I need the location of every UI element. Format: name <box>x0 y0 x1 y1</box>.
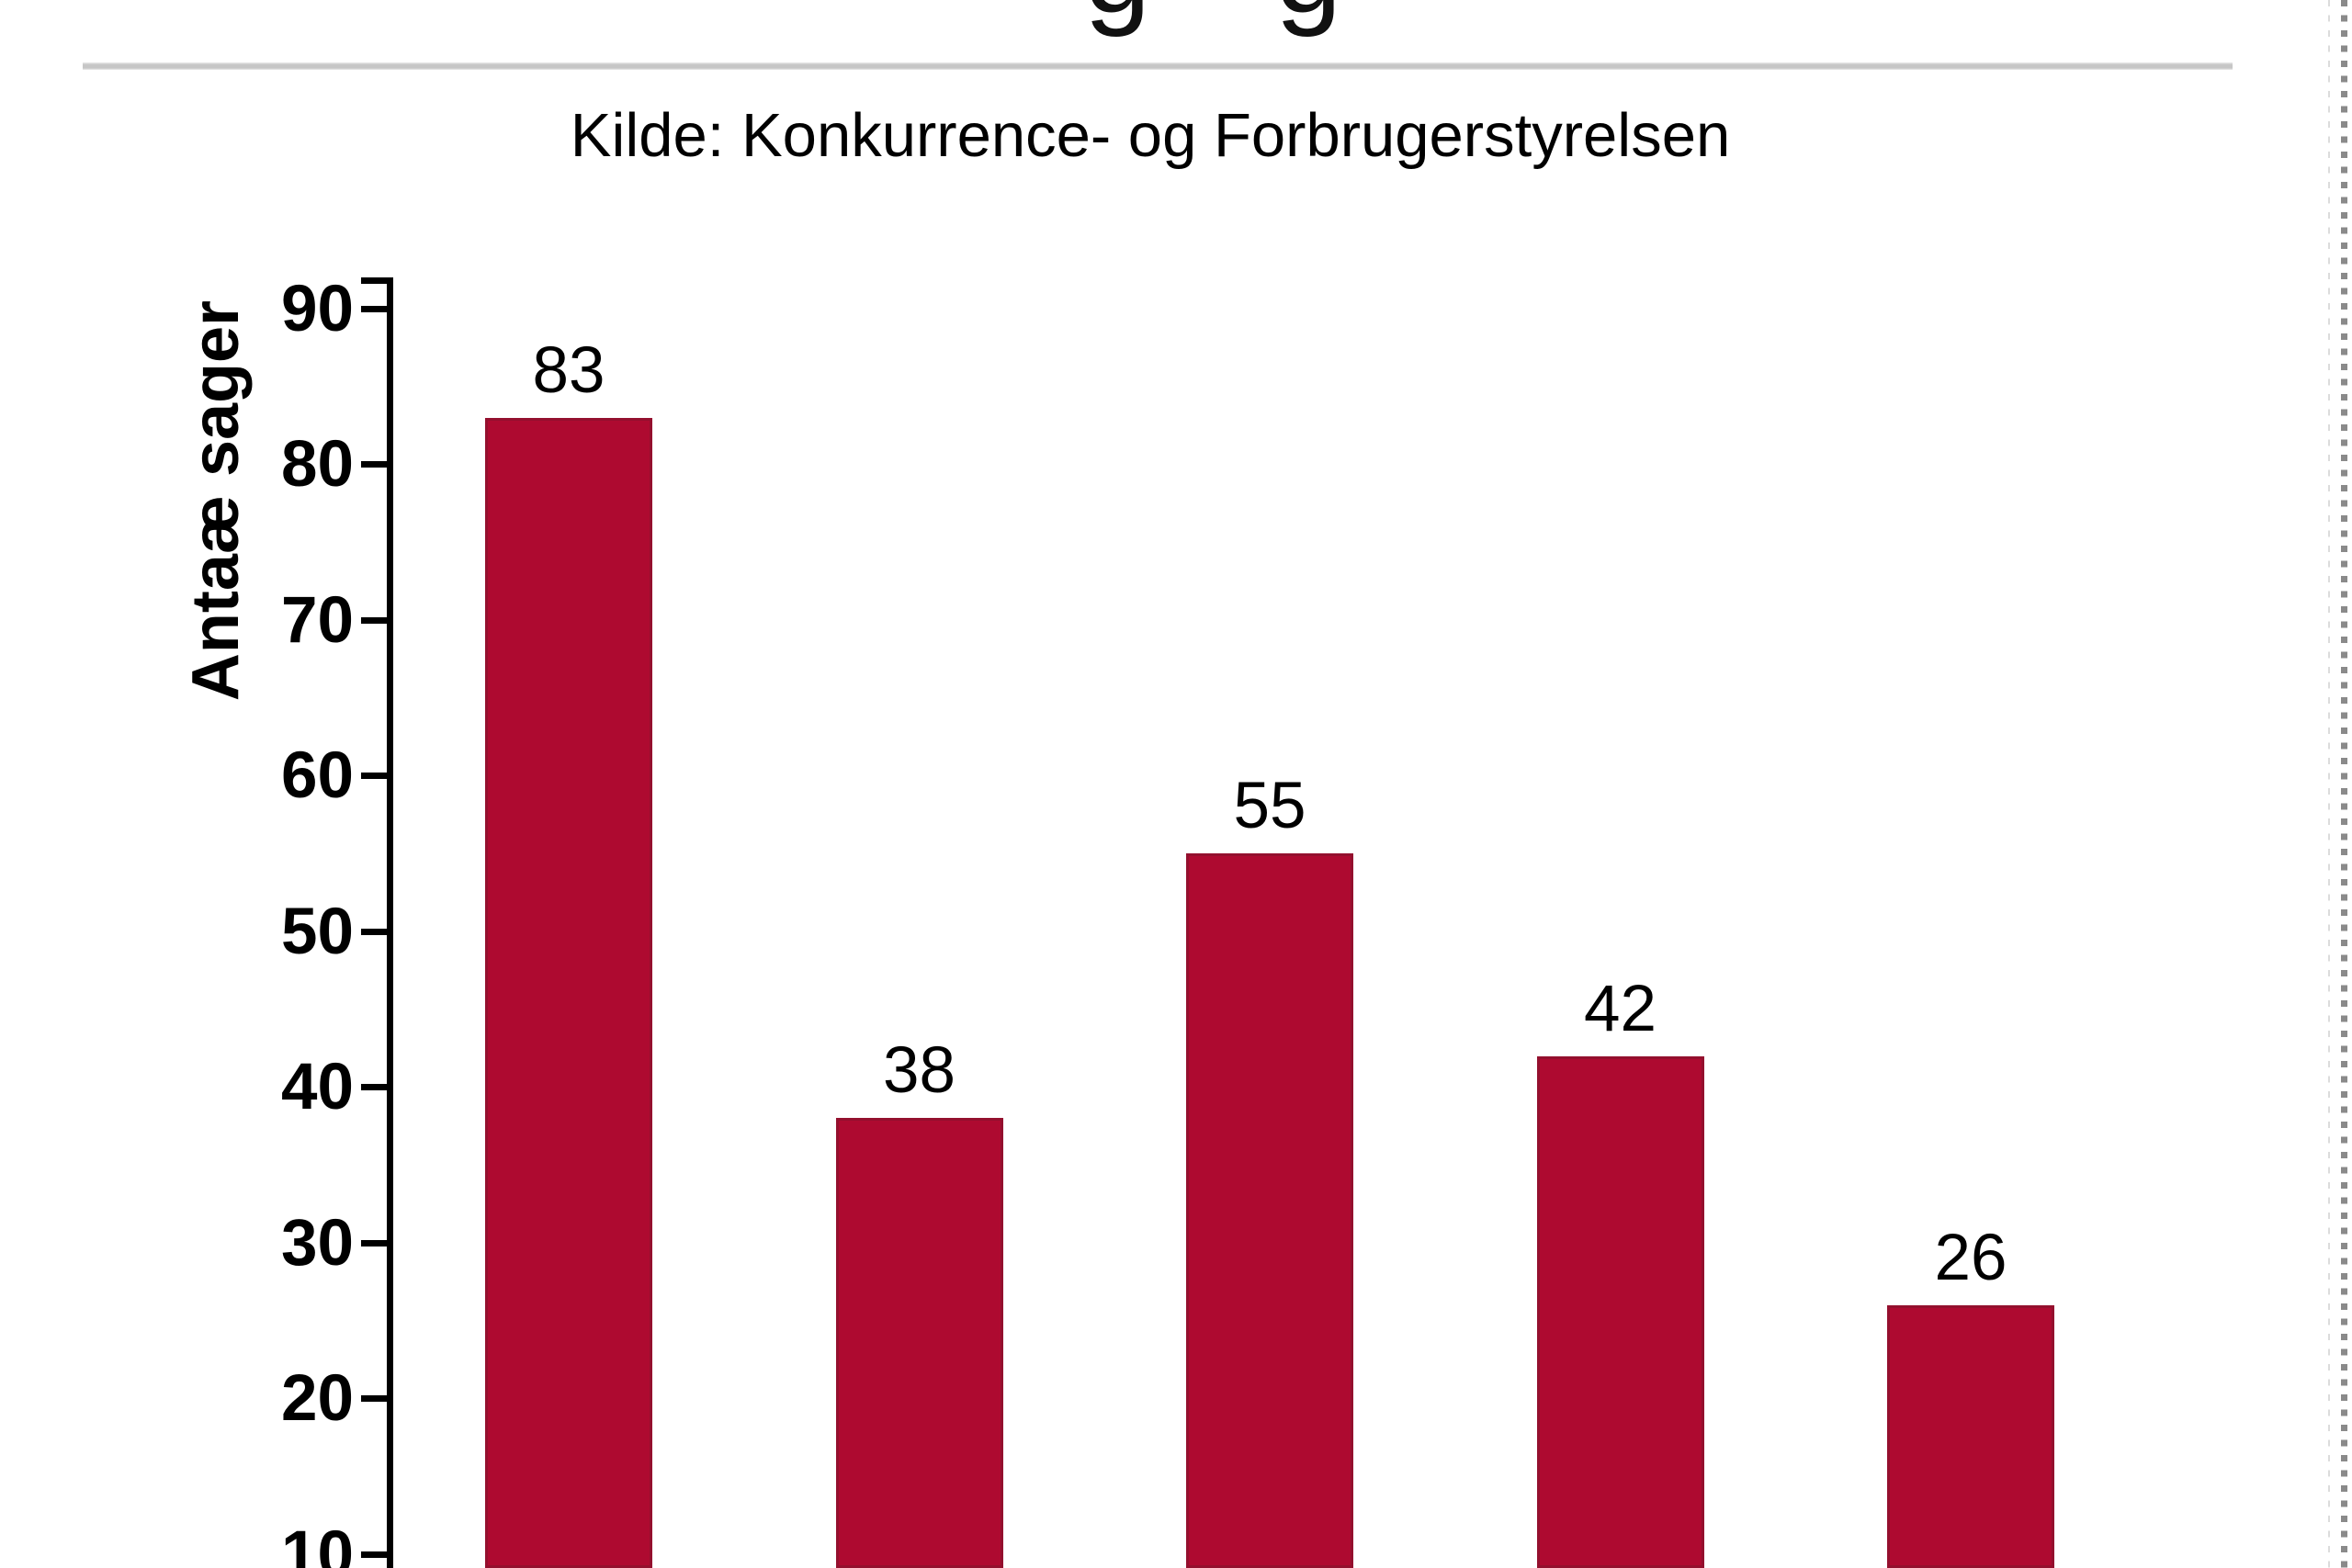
y-axis-tick-label: 60 <box>281 739 354 812</box>
y-axis-tick <box>361 305 393 312</box>
bar-value-label: 38 <box>883 1034 956 1108</box>
chart-source-label: Kilde: Konkurrence- og Forbrugerstyrelse… <box>570 101 1731 170</box>
y-axis-tick <box>361 1395 393 1402</box>
y-axis-tick <box>361 773 393 779</box>
bar <box>1536 1055 1704 1568</box>
y-axis-line <box>387 277 393 1568</box>
bar <box>1887 1304 2054 1568</box>
y-axis-tick <box>361 1084 393 1090</box>
y-axis-tick <box>361 461 393 468</box>
bar <box>485 417 652 1568</box>
y-axis-tick <box>361 616 393 624</box>
page-break-dotted-line <box>2328 0 2330 1568</box>
bar <box>1186 853 1353 1568</box>
y-axis-tick <box>361 928 393 935</box>
bar-value-label: 83 <box>532 333 605 407</box>
y-axis-tick-label: 30 <box>281 1206 354 1280</box>
cutoff-title-glyph: g <box>1084 0 1150 30</box>
y-axis-tick-label: 80 <box>281 428 354 501</box>
y-axis-tick <box>361 1239 393 1247</box>
y-axis-tick <box>361 1551 393 1558</box>
header-divider <box>83 62 2233 70</box>
bar-value-label: 55 <box>1233 770 1306 843</box>
page-break-dotted-line <box>2341 0 2347 1568</box>
y-axis-top-cap-tick <box>361 277 393 284</box>
cutoff-title-glyph: g <box>1275 0 1341 30</box>
y-axis-tick-label: 50 <box>281 895 354 968</box>
bar <box>835 1118 1003 1568</box>
y-axis-tick-label: 40 <box>281 1051 354 1123</box>
y-axis-tick-label: 20 <box>281 1362 354 1435</box>
y-axis-tick-label: 10 <box>281 1517 354 1568</box>
y-axis-tick-label: 90 <box>281 272 354 345</box>
bar-value-label: 42 <box>1584 972 1657 1045</box>
y-axis-tick-label: 70 <box>281 583 354 657</box>
bar-value-label: 26 <box>1934 1221 2007 1294</box>
